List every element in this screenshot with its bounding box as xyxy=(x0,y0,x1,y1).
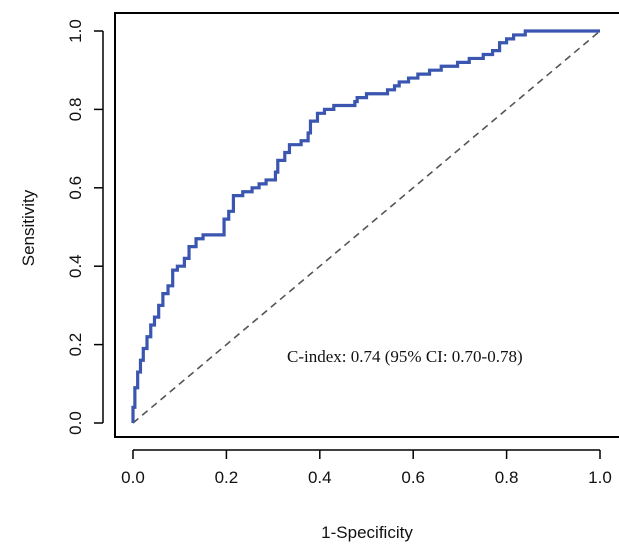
series-layer xyxy=(131,29,601,424)
y-tick-label: 1.0 xyxy=(66,19,85,43)
y-tick-label: 0.0 xyxy=(66,411,85,435)
y-tick-label: 0.8 xyxy=(66,98,85,122)
c-index-annotation: C-index: 0.74 (95% CI: 0.70-0.78) xyxy=(287,347,523,366)
x-tick-label: 0.4 xyxy=(308,468,332,487)
reference-diagonal-line xyxy=(132,30,601,424)
x-tick-label: 0.0 xyxy=(121,468,145,487)
plot-frame xyxy=(114,12,619,438)
x-tick-label: 0.6 xyxy=(401,468,425,487)
y-tick-label: 0.2 xyxy=(66,333,85,357)
y-tick-label: 0.6 xyxy=(66,176,85,200)
x-tick-label: 0.8 xyxy=(495,468,519,487)
roc-curve-line xyxy=(131,29,600,423)
axis-layer: 0.0 0.2 0.4 0.6 0.8 1.0 0.0 0.2 0.4 0.6 0.8 1.0 xyxy=(66,19,612,487)
x-tick-label: 0.2 xyxy=(215,468,239,487)
x-axis-title: 1-Specificity xyxy=(321,523,413,542)
y-tick-label: 0.4 xyxy=(66,254,85,278)
x-tick-label: 1.0 xyxy=(588,468,612,487)
y-axis-title: Sensitivity xyxy=(19,189,38,266)
